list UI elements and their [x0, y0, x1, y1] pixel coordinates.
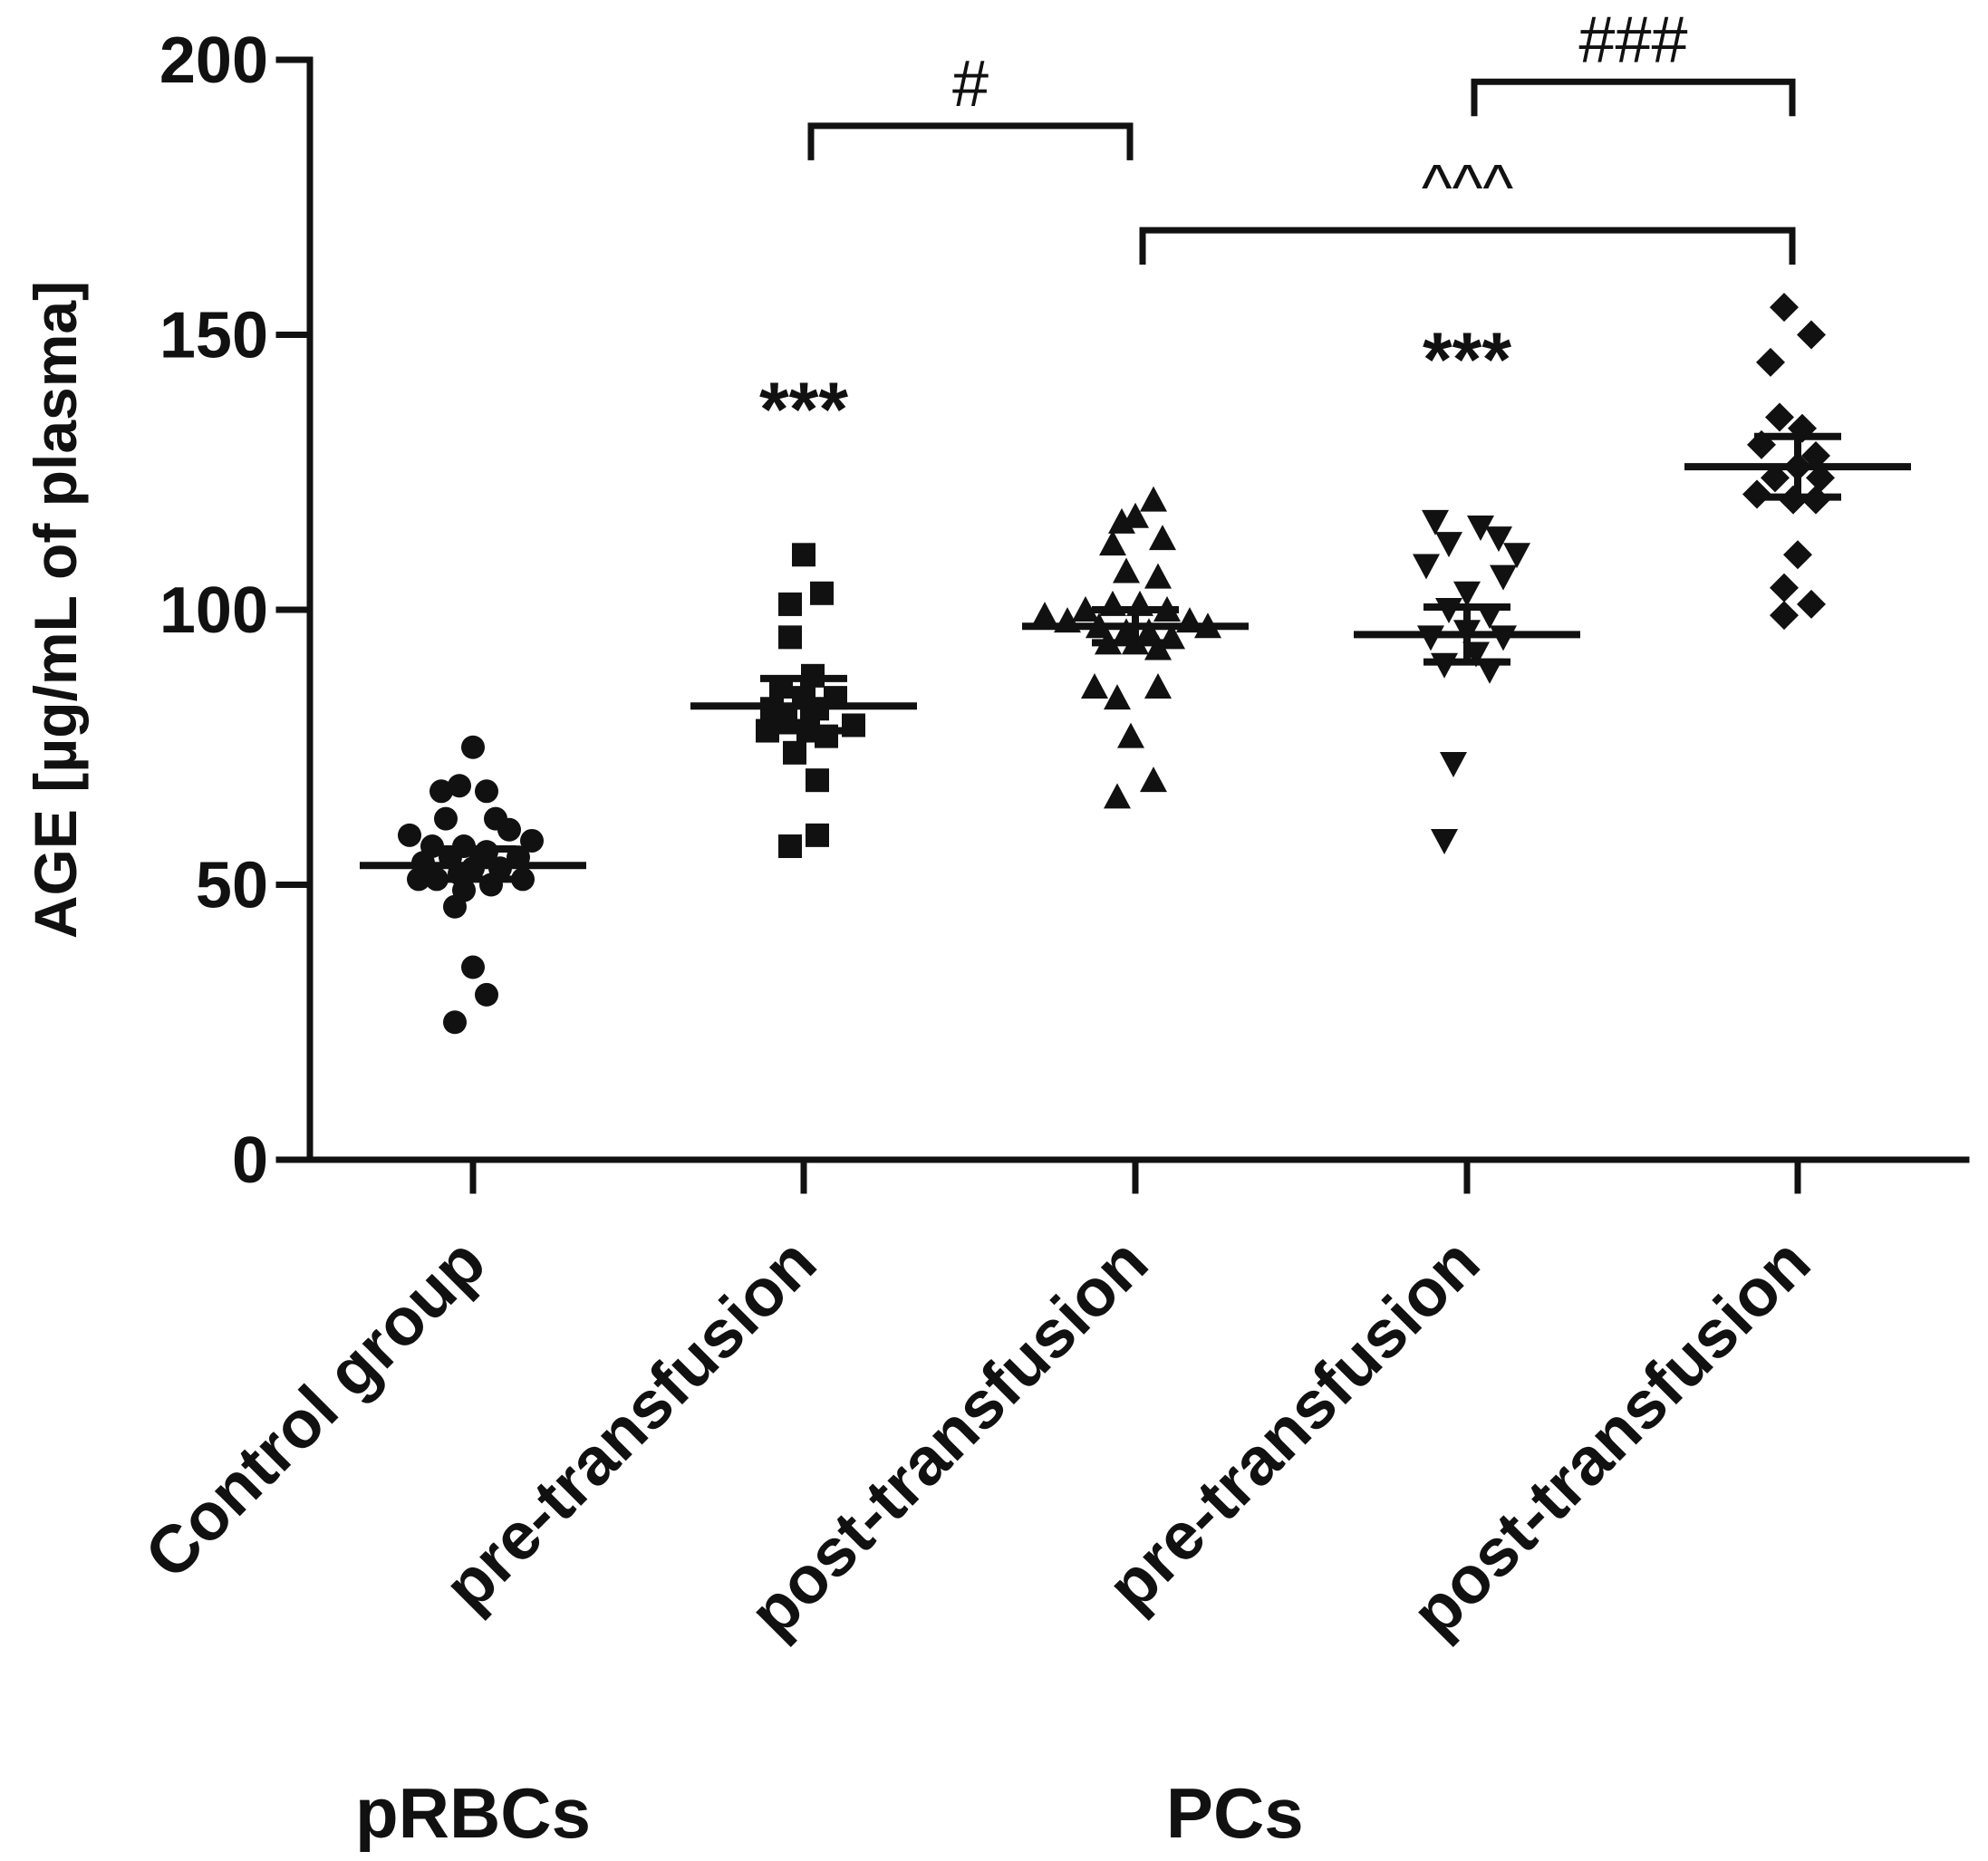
data-point-triangle-up	[1140, 767, 1167, 793]
y-axis-label: AGE [µg/mL of plasma]	[22, 281, 89, 939]
significance-stars: ***	[1423, 317, 1511, 402]
data-point-triangle-up	[1104, 684, 1131, 710]
significance-annotations: ******####^^^	[759, 4, 1796, 451]
data-point-triangle-down	[1490, 625, 1517, 651]
data-point-circle	[511, 867, 535, 892]
mean-sem-bars	[360, 432, 1911, 883]
data-point-triangle-down	[1431, 652, 1458, 679]
y-tick-label: 50	[196, 850, 268, 922]
significance-bracket-label: ###	[1578, 4, 1687, 76]
data-point-triangle-up	[1104, 783, 1131, 809]
data-point-circle	[461, 735, 485, 759]
group-labels: pRBCs PCs	[355, 1773, 1304, 1853]
data-point-triangle-up	[1135, 618, 1163, 644]
data-points	[398, 293, 1835, 1035]
data-point-triangle-down	[1490, 564, 1517, 591]
group-label: PCs	[1166, 1773, 1304, 1853]
data-point-circle	[443, 1010, 467, 1035]
y-tick-label: 150	[159, 300, 268, 372]
data-point-triangle-down	[1413, 554, 1440, 580]
data-point-diamond	[1797, 589, 1826, 619]
data-point-circle	[443, 894, 467, 919]
data-point-diamond	[1756, 347, 1785, 377]
data-point-triangle-up	[1072, 596, 1099, 622]
data-point-triangle-down	[1422, 509, 1449, 535]
data-point-triangle-down	[1435, 598, 1462, 623]
data-point-triangle-down	[1467, 515, 1494, 541]
significance-bracket	[1139, 227, 1796, 265]
y-tick-label: 0	[232, 1124, 268, 1197]
data-point-circle	[434, 806, 458, 831]
data-point-diamond	[1797, 320, 1826, 350]
data-point-square	[792, 543, 815, 567]
significance-bracket-label: ^^^	[1422, 152, 1514, 225]
data-point-circle	[448, 774, 471, 798]
data-point-triangle-down	[1431, 828, 1458, 854]
data-point-triangle-down	[1440, 751, 1467, 777]
data-point-triangle-up	[1081, 672, 1108, 699]
data-point-circle	[407, 867, 430, 892]
data-point-triangle-down	[1417, 625, 1444, 651]
y-tick-label: 200	[159, 24, 268, 97]
significance-bracket-label: #	[952, 48, 989, 121]
data-point-circle	[475, 982, 498, 1007]
data-point-triangle-down	[1435, 532, 1462, 558]
data-point-triangle-up	[1122, 502, 1149, 528]
data-point-square	[806, 823, 829, 847]
significance-bracket	[1471, 78, 1796, 117]
data-point-circle	[429, 779, 453, 804]
data-point-triangle-up	[1144, 563, 1172, 589]
data-point-circle	[520, 828, 544, 853]
group-label: pRBCs	[355, 1773, 591, 1853]
data-point-triangle-up	[1099, 530, 1126, 556]
data-point-circle	[497, 817, 521, 842]
data-point-circle	[398, 823, 421, 847]
data-point-triangle-up	[1117, 722, 1144, 748]
data-point-triangle-up	[1144, 634, 1172, 661]
data-point-diamond	[1761, 463, 1790, 493]
data-point-diamond	[1765, 402, 1794, 432]
data-point-triangle-down	[1485, 526, 1512, 553]
data-point-square	[810, 581, 834, 605]
data-point-circle	[475, 779, 498, 804]
data-point-square	[778, 625, 802, 650]
data-point-diamond	[1801, 441, 1830, 471]
data-point-triangle-up	[1149, 525, 1176, 551]
data-point-square	[806, 768, 829, 793]
data-point-diamond	[1770, 601, 1799, 631]
data-point-triangle-up	[1140, 486, 1167, 512]
data-point-circle	[461, 955, 485, 979]
data-point-triangle-down	[1453, 581, 1481, 607]
data-point-square	[778, 592, 802, 616]
x-tick-label: Control group	[130, 1224, 499, 1593]
data-point-diamond	[1806, 463, 1835, 493]
significance-bracket	[807, 122, 1134, 160]
data-point-square	[778, 834, 802, 859]
data-point-triangle-up	[1144, 672, 1172, 699]
significance-stars: ***	[759, 366, 848, 451]
data-point-diamond	[1770, 293, 1799, 323]
x-axis-ticks: Control grouppre-transfusionpost-transfu…	[130, 1156, 1824, 1651]
data-point-diamond	[1783, 540, 1812, 570]
data-point-triangle-up	[1113, 557, 1140, 583]
y-tick-label: 100	[159, 574, 268, 647]
data-point-diamond	[1770, 573, 1799, 603]
data-point-triangle-up	[1031, 602, 1058, 628]
data-point-triangle-down	[1503, 543, 1530, 569]
y-axis-ticks: 0 50 100 150 200	[159, 24, 314, 1197]
data-point-square	[783, 740, 806, 765]
